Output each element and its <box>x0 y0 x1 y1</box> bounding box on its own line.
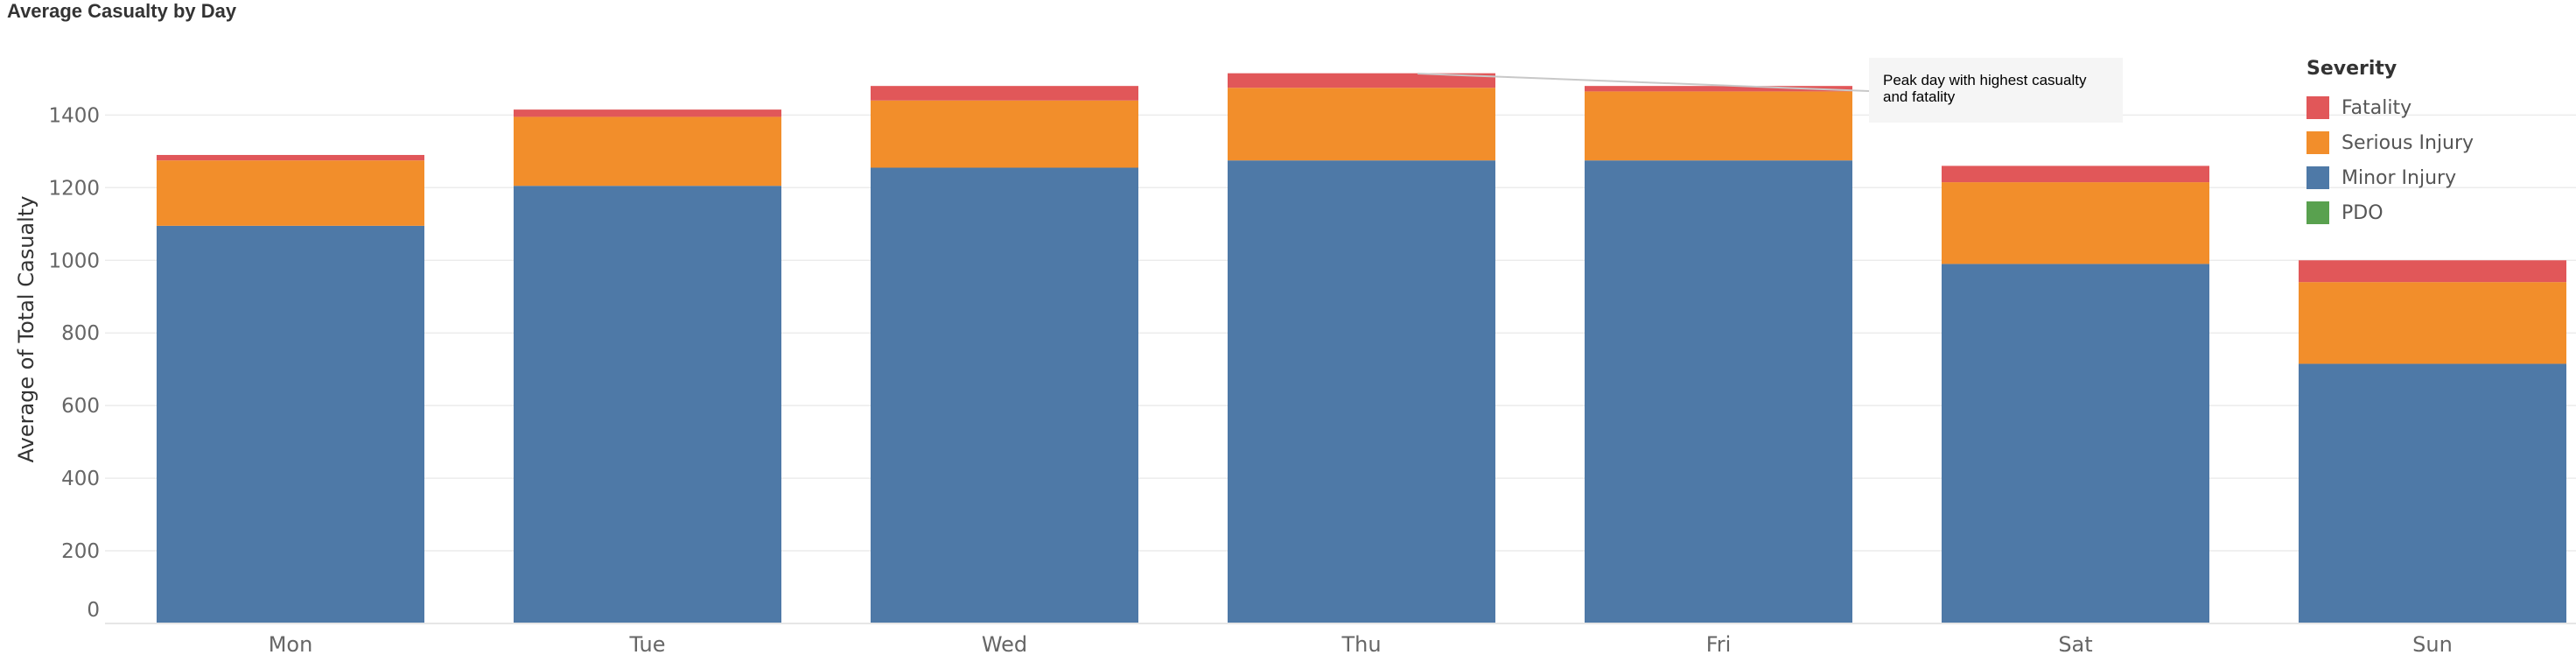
bar-fatality-wed[interactable] <box>871 86 1138 101</box>
x-tick-label-mon: Mon <box>269 632 313 657</box>
bar-minor-injury-sun[interactable] <box>2299 363 2566 623</box>
annotation-text-line1: Peak day with highest casualty <box>1883 72 2087 88</box>
bars <box>157 73 2566 624</box>
x-axis-ticks: Mon Tue Wed Thu Fri Sat Sun <box>269 632 2453 657</box>
bar-serious-injury-sat[interactable] <box>1942 182 2209 264</box>
y-axis-title: Average of Total Casualty <box>14 196 38 463</box>
legend-swatch-pdo <box>2306 201 2329 224</box>
legend-label-pdo: PDO <box>2342 201 2384 224</box>
legend-label-serious-injury: Serious Injury <box>2342 131 2474 154</box>
y-axis-ticks: 0 200 400 600 800 1000 1200 1400 <box>48 104 100 622</box>
x-tick-label-fri: Fri <box>1706 632 1732 657</box>
legend-label-fatality: Fatality <box>2342 96 2412 119</box>
legend-label-minor-injury: Minor Injury <box>2342 166 2457 189</box>
x-tick-label-tue: Tue <box>629 632 666 657</box>
x-tick-label-sat: Sat <box>2058 632 2092 657</box>
bar-minor-injury-mon[interactable] <box>157 225 424 623</box>
y-tick-label: 1200 <box>48 177 100 200</box>
legend-item-fatality[interactable]: Fatality <box>2306 90 2560 125</box>
bar-serious-injury-tue[interactable] <box>514 116 781 187</box>
bar-fatality-sat[interactable] <box>1942 166 2209 183</box>
bar-fatality-fri[interactable] <box>1585 86 1852 92</box>
legend-swatch-serious-injury <box>2306 131 2329 154</box>
legend-item-serious-injury[interactable]: Serious Injury <box>2306 125 2560 160</box>
y-tick-label: 400 <box>61 468 100 490</box>
bar-fatality-tue[interactable] <box>514 109 781 117</box>
y-tick-label: 200 <box>61 540 100 563</box>
bar-minor-injury-fri[interactable] <box>1585 160 1852 624</box>
bar-serious-injury-fri[interactable] <box>1585 91 1852 161</box>
x-tick-label-sun: Sun <box>2412 632 2453 657</box>
bar-serious-injury-wed[interactable] <box>871 100 1138 168</box>
bar-minor-injury-thu[interactable] <box>1228 160 1495 624</box>
y-tick-label: 800 <box>61 322 100 345</box>
y-tick-label: 1000 <box>48 250 100 272</box>
x-tick-label-thu: Thu <box>1340 632 1381 657</box>
x-tick-label-wed: Wed <box>982 632 1027 657</box>
legend-swatch-fatality <box>2306 96 2329 119</box>
bar-minor-injury-sat[interactable] <box>1942 264 2209 623</box>
bar-fatality-sun[interactable] <box>2299 260 2566 283</box>
legend-item-minor-injury[interactable]: Minor Injury <box>2306 160 2560 195</box>
bar-fatality-mon[interactable] <box>157 154 424 161</box>
chart-title: Average Casualty by Day <box>7 0 237 22</box>
bar-fatality-thu[interactable] <box>1228 73 1495 88</box>
bar-serious-injury-mon[interactable] <box>157 160 424 226</box>
annotation-text-line2: and fatality <box>1883 88 1956 105</box>
annotation-box: Peak day with highest casualty and fatal… <box>1869 58 2123 123</box>
legend-swatch-minor-injury <box>2306 166 2329 189</box>
legend: Severity Fatality Serious Injury Minor I… <box>2306 58 2560 230</box>
bar-minor-injury-tue[interactable] <box>514 186 781 623</box>
legend-title: Severity <box>2306 58 2398 80</box>
y-tick-label: 600 <box>61 395 100 418</box>
legend-item-pdo[interactable]: PDO <box>2306 195 2560 230</box>
bar-serious-injury-sun[interactable] <box>2299 282 2566 364</box>
y-tick-label: 0 <box>87 599 100 622</box>
annotation-pointer-line <box>1417 73 1870 92</box>
y-tick-label: 1400 <box>48 104 100 127</box>
bar-serious-injury-thu[interactable] <box>1228 88 1495 161</box>
bar-minor-injury-wed[interactable] <box>871 167 1138 623</box>
